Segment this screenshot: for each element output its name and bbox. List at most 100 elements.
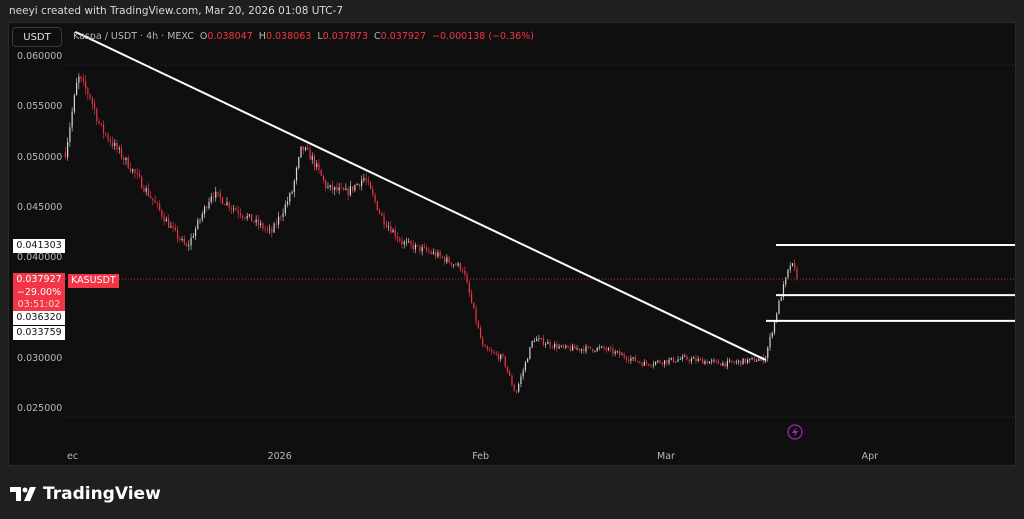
candle-body bbox=[722, 363, 724, 366]
price-tick: 0.050000 bbox=[17, 151, 63, 163]
candle-body bbox=[188, 245, 190, 247]
candle-body bbox=[107, 134, 109, 140]
candle-body bbox=[181, 238, 183, 241]
candle-body bbox=[688, 359, 690, 362]
candle-body bbox=[179, 238, 181, 241]
candle-body bbox=[423, 247, 426, 249]
candle-body bbox=[273, 223, 275, 233]
candle-body bbox=[134, 169, 136, 173]
candle-body bbox=[681, 356, 684, 360]
symbol-label: KASUSDT bbox=[68, 274, 119, 288]
candle-body bbox=[156, 202, 159, 204]
candle-body bbox=[239, 213, 242, 216]
candle-body bbox=[147, 188, 150, 197]
candle-body bbox=[257, 219, 259, 225]
candle-body bbox=[511, 376, 513, 385]
candle-body bbox=[340, 187, 343, 189]
candle-body bbox=[219, 192, 221, 198]
candle-body bbox=[708, 361, 711, 364]
current-price: 0.037927 bbox=[16, 274, 62, 285]
candle-body bbox=[432, 252, 435, 254]
candle-body bbox=[378, 210, 381, 214]
candle-body bbox=[755, 360, 758, 362]
candle-body bbox=[118, 148, 120, 150]
candle-body bbox=[522, 370, 524, 377]
candle-body bbox=[764, 358, 767, 362]
candle-body bbox=[197, 220, 199, 229]
candle-body bbox=[311, 155, 313, 160]
candle-body bbox=[307, 147, 309, 150]
candle-body bbox=[417, 244, 419, 246]
candle-body bbox=[73, 95, 75, 112]
candle-body bbox=[89, 94, 91, 99]
candle-body bbox=[275, 223, 277, 225]
candle-body bbox=[461, 269, 464, 271]
candle-body bbox=[302, 146, 304, 151]
candle-body bbox=[338, 187, 340, 191]
candle-body bbox=[280, 216, 282, 218]
candle-body bbox=[738, 360, 740, 362]
candle-body bbox=[785, 277, 787, 285]
candle-body bbox=[549, 342, 551, 347]
candle-body bbox=[583, 349, 585, 352]
candle-body bbox=[405, 241, 408, 243]
candle-body bbox=[194, 228, 197, 237]
candle-body bbox=[331, 184, 334, 191]
candle-body bbox=[394, 230, 396, 237]
candle-body bbox=[666, 360, 668, 364]
price-tick: 0.030000 bbox=[17, 352, 63, 364]
candle-body bbox=[643, 362, 645, 366]
candle-body bbox=[479, 328, 482, 339]
candle-body bbox=[668, 359, 670, 364]
currency-button[interactable]: USDT bbox=[12, 27, 62, 47]
candle-body bbox=[592, 348, 594, 352]
candle-body bbox=[192, 236, 194, 238]
candle-body bbox=[430, 251, 432, 254]
candle-body bbox=[105, 133, 107, 135]
candle-body bbox=[91, 98, 93, 104]
candle-body bbox=[551, 346, 553, 348]
candle-body bbox=[531, 341, 533, 348]
candle-body bbox=[444, 257, 446, 263]
candle-body bbox=[138, 173, 141, 177]
chart-area[interactable] bbox=[8, 22, 1016, 466]
candle-body bbox=[780, 297, 782, 301]
candle-body bbox=[109, 139, 111, 143]
low-label: L bbox=[317, 31, 323, 42]
candle-body bbox=[596, 347, 598, 351]
candle-body bbox=[587, 346, 589, 348]
candle-body bbox=[477, 321, 479, 329]
candle-body bbox=[412, 244, 414, 250]
candle-body bbox=[578, 348, 580, 351]
candle-body bbox=[773, 320, 776, 333]
time-tick: Apr bbox=[861, 451, 879, 462]
candle-body bbox=[585, 346, 587, 352]
candle-body bbox=[457, 263, 459, 266]
candle-body bbox=[387, 226, 390, 228]
candle-body bbox=[159, 203, 161, 211]
candle-body bbox=[497, 354, 500, 360]
candle-body bbox=[76, 82, 78, 96]
candle-body bbox=[540, 338, 542, 340]
candle-body bbox=[446, 257, 448, 263]
candle-body bbox=[426, 247, 428, 251]
candle-body bbox=[437, 252, 439, 257]
candle-body bbox=[212, 196, 215, 198]
candle-body bbox=[726, 360, 728, 367]
candle-body bbox=[251, 214, 253, 222]
candle-body bbox=[190, 237, 192, 246]
candle-body bbox=[605, 348, 607, 351]
candle-body bbox=[776, 313, 778, 321]
candle-body bbox=[670, 357, 672, 360]
candle-body bbox=[372, 188, 374, 195]
candle-body bbox=[601, 346, 603, 348]
level-label-1: 0.041303 bbox=[13, 239, 65, 253]
candle-body bbox=[704, 361, 706, 364]
candle-body bbox=[699, 359, 702, 360]
time-tick: Feb bbox=[472, 451, 490, 462]
candle-body bbox=[84, 81, 87, 89]
change-value: −0.000138 (−0.36%) bbox=[432, 31, 534, 42]
candle-body bbox=[201, 213, 203, 220]
candle-body bbox=[441, 256, 443, 258]
